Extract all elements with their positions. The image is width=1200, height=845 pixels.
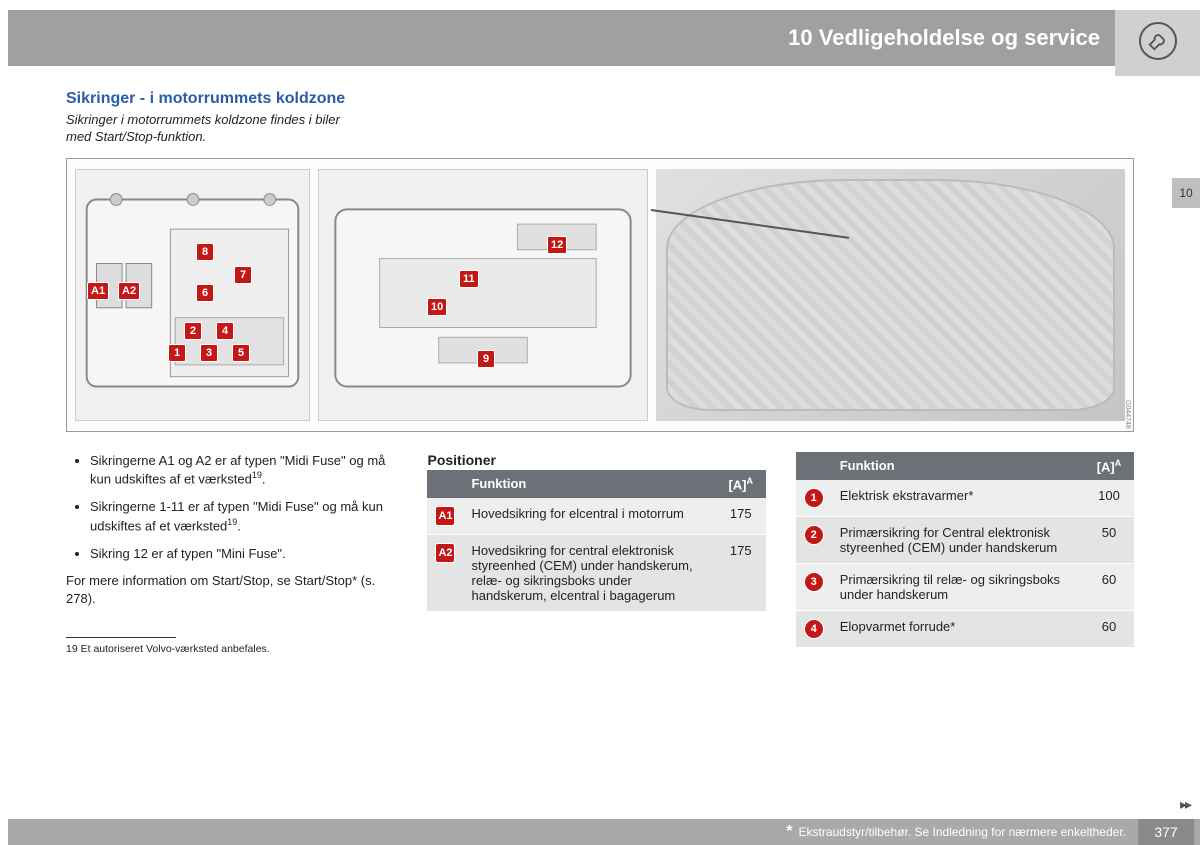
fuse-marker-2: 2 — [184, 322, 202, 340]
header-band: 10 Vedligeholdelse og service — [8, 10, 1200, 66]
content-area: Sikringer - i motorrummets koldzone Sikr… — [66, 90, 1134, 656]
footer-note: Ekstraudstyr/tilbehør. Se Indledning for… — [798, 825, 1126, 839]
fuse-function: Hovedsikring for central elektronisk sty… — [463, 535, 715, 612]
footnote: 19 Et autoriseret Volvo-værksted anbefal… — [66, 642, 397, 656]
fuse-table-right: Funktion [A]A 1 Elektrisk ekstravarmer*10… — [796, 452, 1134, 648]
fuse-marker-4: 4 — [216, 322, 234, 340]
diagram-frame: A1 A2 8 7 6 24 135 12 11 10 9 G044748 — [66, 158, 1134, 432]
bullet-item: Sikringerne 1-11 er af typen "Midi Fuse"… — [90, 498, 397, 534]
chapter-title: 10 Vedligeholdelse og service — [788, 25, 1100, 51]
table-column-middle: Positioner Funktion [A]A A1 Hovedsikring … — [427, 452, 765, 657]
fuse-badge-1: 1 — [804, 488, 824, 508]
fuse-box-diagram-2: 12 11 10 9 — [318, 169, 648, 421]
fuse-badge-A1: A1 — [435, 506, 455, 526]
table-row: A2 Hovedsikring for central elektronisk s… — [427, 535, 765, 612]
continue-arrows-icon: ▸▸ — [1180, 796, 1190, 813]
bullet-item: Sikringerne A1 og A2 er af typen "Midi F… — [90, 452, 397, 488]
table-row: 4 Elopvarmet forrude*60 — [796, 611, 1134, 648]
fuse-amp: 175 — [716, 498, 766, 535]
fuse-marker-9: 9 — [477, 350, 495, 368]
fuse-marker-A1: A1 — [87, 282, 109, 300]
fuse-amp: 60 — [1084, 611, 1134, 648]
fuse-outline-1 — [76, 170, 309, 420]
fuse-function: Elektrisk ekstravarmer* — [832, 480, 1084, 517]
positions-heading: Positioner — [427, 452, 765, 468]
header-icon-box — [1115, 10, 1200, 76]
footnote-rule — [66, 637, 176, 638]
body-text-column: Sikringerne A1 og A2 er af typen "Midi F… — [66, 452, 397, 657]
section-title: Sikringer - i motorrummets koldzone — [66, 90, 1134, 108]
fuse-badge-2: 2 — [804, 525, 824, 545]
fuse-marker-5: 5 — [232, 344, 250, 362]
th-funktion: Funktion — [832, 452, 1084, 480]
th-funktion: Funktion — [463, 470, 715, 498]
table-row: 1 Elektrisk ekstravarmer*100 — [796, 480, 1134, 517]
footer-band: * Ekstraudstyr/tilbehør. Se Indledning f… — [8, 819, 1200, 845]
bullets-list: Sikringerne A1 og A2 er af typen "Midi F… — [66, 452, 397, 562]
fuse-table-left: Funktion [A]A A1 Hovedsikring for elcentr… — [427, 470, 765, 612]
fuse-box-diagram-1: A1 A2 8 7 6 24 135 — [75, 169, 310, 421]
wrench-icon — [1139, 22, 1177, 60]
fuse-marker-3: 3 — [200, 344, 218, 362]
fuse-amp: 100 — [1084, 480, 1134, 517]
table-row: 2 Primærsikring for Central elektronisk s… — [796, 517, 1134, 564]
fuse-amp: 50 — [1084, 517, 1134, 564]
fuse-marker-12: 12 — [547, 236, 567, 254]
fuse-marker-8: 8 — [196, 243, 214, 261]
page-number: 377 — [1138, 819, 1194, 845]
fuse-function: Hovedsikring for elcentral i motorrum — [463, 498, 715, 535]
fuse-marker-10: 10 — [427, 298, 447, 316]
bullet-item: Sikring 12 er af typen "Mini Fuse". — [90, 545, 397, 563]
image-code: G044748 — [1124, 400, 1131, 429]
section-subtitle: Sikringer i motorrummets koldzone findes… — [66, 112, 366, 146]
th-amp: [A]A — [1084, 452, 1134, 480]
fuse-marker-11: 11 — [459, 270, 479, 288]
fuse-badge-4: 4 — [804, 619, 824, 639]
engine-bay-photo — [656, 169, 1125, 421]
th-amp: [A]A — [716, 470, 766, 498]
engine-silhouette — [666, 179, 1115, 411]
side-tab: 10 — [1172, 178, 1200, 208]
fuse-badge-3: 3 — [804, 572, 824, 592]
table-row: 3 Primærsikring til relæ- og sikringsboks… — [796, 564, 1134, 611]
fuse-marker-6: 6 — [196, 284, 214, 302]
table-column-right: Funktion [A]A 1 Elektrisk ekstravarmer*10… — [796, 452, 1134, 657]
fuse-marker-A2: A2 — [118, 282, 140, 300]
fuse-function: Primærsikring til relæ- og sikringsboks … — [832, 564, 1084, 611]
fuse-function: Primærsikring for Central elektronisk st… — [832, 517, 1084, 564]
fuse-badge-A2: A2 — [435, 543, 455, 563]
fuse-marker-1: 1 — [168, 344, 186, 362]
asterisk-icon: * — [786, 823, 792, 841]
fuse-outline-2 — [319, 170, 647, 420]
text-and-tables-row: Sikringerne A1 og A2 er af typen "Midi F… — [66, 452, 1134, 657]
fuse-function: Elopvarmet forrude* — [832, 611, 1084, 648]
more-info-text: For mere information om Start/Stop, se S… — [66, 572, 397, 607]
fuse-amp: 175 — [716, 535, 766, 612]
fuse-marker-7: 7 — [234, 266, 252, 284]
fuse-amp: 60 — [1084, 564, 1134, 611]
table-row: A1 Hovedsikring for elcentral i motorrum1… — [427, 498, 765, 535]
